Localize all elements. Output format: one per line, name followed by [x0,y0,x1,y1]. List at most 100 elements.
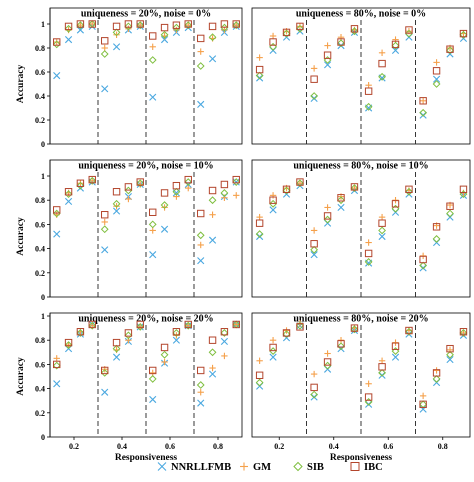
point-nnrllfmb-stroke-b [220,337,228,345]
point-nnrllfmb [310,94,318,102]
point-ibc-shape [53,206,61,214]
point-nnrllfmb-stroke-b [269,206,277,214]
point-ibc [405,26,413,34]
point-sib [160,350,169,359]
point-sib [255,378,264,387]
point-sib-shape [196,381,205,389]
point-gm [197,241,204,249]
point-ibc-shape [391,40,400,49]
point-nnrllfmb [101,246,109,254]
point-gm [378,357,386,364]
point-ibc [323,358,332,366]
point-ibc-shape [88,20,96,28]
point-sib [52,209,61,218]
point-nnrllfmb [310,251,318,259]
point-nnrllfmb-stroke-b [208,55,217,63]
point-ibc-shape [197,34,205,43]
point-sib [172,187,181,196]
point-nnrllfmb [365,400,373,408]
point-ibc [197,366,205,375]
point-gm [269,32,277,40]
point-ibc [220,328,229,336]
point-ibc [232,320,240,329]
point-sib [124,186,133,195]
y-tick-label: 0.6 [35,360,45,369]
point-sib [64,190,73,199]
point-sib [172,23,181,32]
point-gm [365,82,372,89]
point-nnrllfmb [310,393,318,401]
point-ibc [310,383,318,392]
point-sib-shape [100,225,109,234]
point-gm [365,239,372,246]
point-sib [419,261,428,270]
point-sib [100,368,109,377]
point-ibc [255,219,264,227]
point-nnrllfmb-stroke-b [446,355,454,364]
point-ibc [432,223,441,231]
point-ibc-shape [184,175,192,184]
point-ibc [296,22,304,31]
point-gm [365,380,372,387]
point-ibc [53,360,61,369]
point-gm [149,369,156,377]
point-ibc [101,211,109,219]
point-ibc-shape [282,28,291,37]
point-sib-shape [124,186,133,195]
point-ibc [459,185,468,194]
y-axis-label: Accuracy [16,64,26,103]
point-ibc-shape [405,185,413,194]
point-gm [310,227,318,234]
point-sib-shape [432,235,441,243]
point-sib-shape [100,50,109,58]
point-sib-shape [337,342,345,351]
point-gm [378,49,386,56]
point-sib-shape [310,390,319,399]
point-sib [208,348,217,357]
point-ibc [53,206,61,214]
point-nnrllfmb-stroke-b [172,336,180,344]
point-sib-shape [184,321,193,330]
panel-2: uniqueness = 80%, noise = 0% [251,7,471,145]
point-ibc-shape [419,400,427,409]
point-sib-shape [208,196,217,205]
point-ibc [350,183,359,191]
point-ibc [88,320,96,329]
point-nnrllfmb-stroke-b [365,400,373,408]
point-sib-shape [136,179,145,188]
point-nnrllfmb [112,353,121,361]
point-gm [233,321,240,328]
point-sib-shape [350,27,359,36]
point-sib [196,381,205,389]
point-gm [125,195,132,203]
point-sib [64,341,73,349]
point-nnrllfmb [64,36,73,44]
point-ibc [160,189,169,197]
point-sib [378,226,386,235]
point-sib [112,344,121,353]
point-sib-shape [255,378,264,387]
point-gm [113,203,120,210]
point-ibc-shape [432,223,441,231]
point-ibc-shape [197,209,205,218]
point-sib [282,186,291,195]
point-nnrllfmb [101,388,109,396]
point-ibc-shape [459,29,468,38]
point-sib-shape [296,321,304,330]
point-sib-shape [350,184,359,193]
x-axis-label: Responsiveness [115,453,178,463]
point-ibc [172,181,181,190]
point-nnrllfmb [64,197,73,205]
legend-label-nnrllfmb: NNRLLFMB [171,462,231,473]
point-sib [112,28,121,37]
point-ibc-shape [255,219,264,227]
point-nnrllfmb-stroke-b [296,27,304,35]
y-tick-label: 1 [41,312,45,321]
point-ibc-shape [269,38,277,46]
point-ibc [76,20,85,28]
x-tick-label: 0.8 [438,442,448,451]
point-ibc [323,212,332,220]
point-gm [221,26,228,34]
point-nnrllfmb-stroke-b [337,203,345,212]
point-nnrllfmb [112,207,121,215]
